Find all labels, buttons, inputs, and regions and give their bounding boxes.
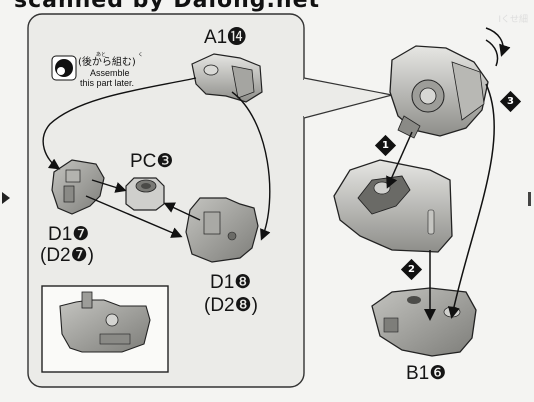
part-label-b1: B1❻	[406, 363, 447, 384]
part-label-pc: PC❸	[130, 151, 174, 172]
part-label-a1: A1⓮	[204, 27, 247, 48]
right-edge-mark	[528, 192, 531, 206]
step-number-1: 1	[382, 140, 389, 151]
note-furigana-left: あと	[96, 52, 107, 58]
part-label-d18: D1❽	[210, 272, 252, 293]
callout-arrows	[42, 77, 271, 241]
inset-box	[41, 285, 169, 373]
part-d18	[185, 197, 259, 263]
note-japanese: (後から組む)	[78, 57, 136, 68]
note-furigana-right: く	[138, 52, 144, 58]
step-number-2: 2	[408, 264, 415, 275]
assembly-arrows	[386, 27, 511, 321]
note-english-line2: this part later.	[80, 78, 135, 88]
left-edge-triangle-icon	[2, 192, 10, 204]
part-pc	[125, 177, 165, 211]
step-number-3: 3	[507, 96, 514, 107]
part-middle-shell	[333, 159, 453, 253]
assemble-later-icon	[51, 55, 77, 81]
part-b1	[371, 287, 477, 357]
part-a1	[191, 53, 263, 103]
watermark-text: scanned by Dalong.net	[14, 0, 321, 13]
part-top-assembly	[389, 45, 489, 139]
part-label-d1: D1❼	[48, 224, 90, 245]
part-d1	[51, 159, 105, 215]
corner-label: Iくせ細	[498, 15, 528, 25]
part-label-d2: (D2❼)	[40, 245, 94, 266]
note-english-line1: Assemble	[90, 68, 130, 78]
part-label-d28: (D2❽)	[204, 295, 258, 316]
